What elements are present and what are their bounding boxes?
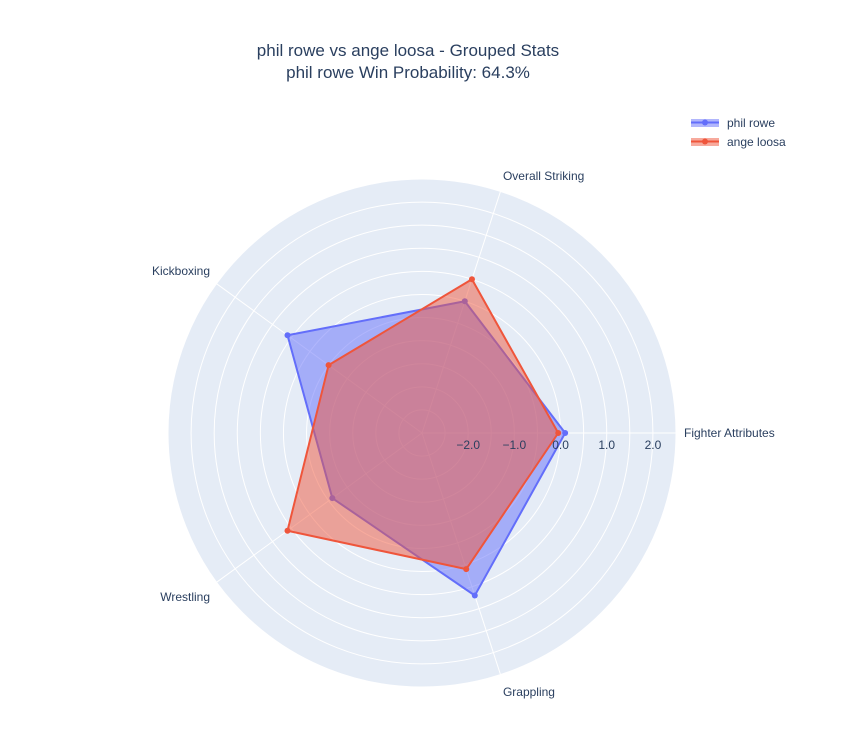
data-point bbox=[471, 592, 478, 599]
legend-swatch-ange-loosa bbox=[691, 138, 719, 146]
data-point bbox=[284, 527, 291, 534]
radial-tick-label: 0.0 bbox=[552, 438, 569, 452]
legend-label-phil-rowe: phil rowe bbox=[727, 115, 776, 130]
legend-item-phil-rowe[interactable]: phil rowe bbox=[688, 113, 786, 132]
chart-title: phil rowe vs ange loosa - Grouped Stats … bbox=[0, 40, 816, 84]
legend-label-ange-loosa: ange loosa bbox=[727, 134, 786, 149]
data-point bbox=[562, 430, 569, 436]
legend[interactable]: phil rowe ange loosa bbox=[688, 113, 786, 151]
series-ange-loosa bbox=[284, 276, 562, 573]
category-label: Wrestling bbox=[160, 590, 210, 604]
series-layer bbox=[284, 276, 569, 599]
category-label: Overall Striking bbox=[503, 169, 584, 183]
data-point bbox=[325, 362, 332, 369]
legend-item-ange-loosa[interactable]: ange loosa bbox=[688, 132, 786, 151]
data-point bbox=[468, 276, 475, 283]
legend-swatch-phil-rowe bbox=[691, 119, 719, 127]
label-layer: −2.0 −1.0 0.0 1.0 2.0 Fighter Attributes Overa… bbox=[152, 169, 775, 699]
radial-tick-label: −1.0 bbox=[503, 438, 527, 452]
radial-tick-label: 2.0 bbox=[645, 438, 662, 452]
data-point bbox=[555, 430, 562, 436]
chart-title-line-2: phil rowe Win Probability: 64.3% bbox=[286, 63, 530, 82]
category-label: Fighter Attributes bbox=[684, 426, 775, 440]
category-label: Grappling bbox=[503, 685, 555, 699]
data-point bbox=[463, 566, 470, 573]
series-area-ange-loosa bbox=[286, 278, 560, 571]
radial-tick-label: −2.0 bbox=[456, 438, 480, 452]
chart-title-line-1: phil rowe vs ange loosa - Grouped Stats bbox=[256, 41, 560, 60]
data-point bbox=[284, 332, 291, 339]
category-label: Kickboxing bbox=[152, 264, 210, 278]
radial-tick-label: 1.0 bbox=[598, 438, 615, 452]
